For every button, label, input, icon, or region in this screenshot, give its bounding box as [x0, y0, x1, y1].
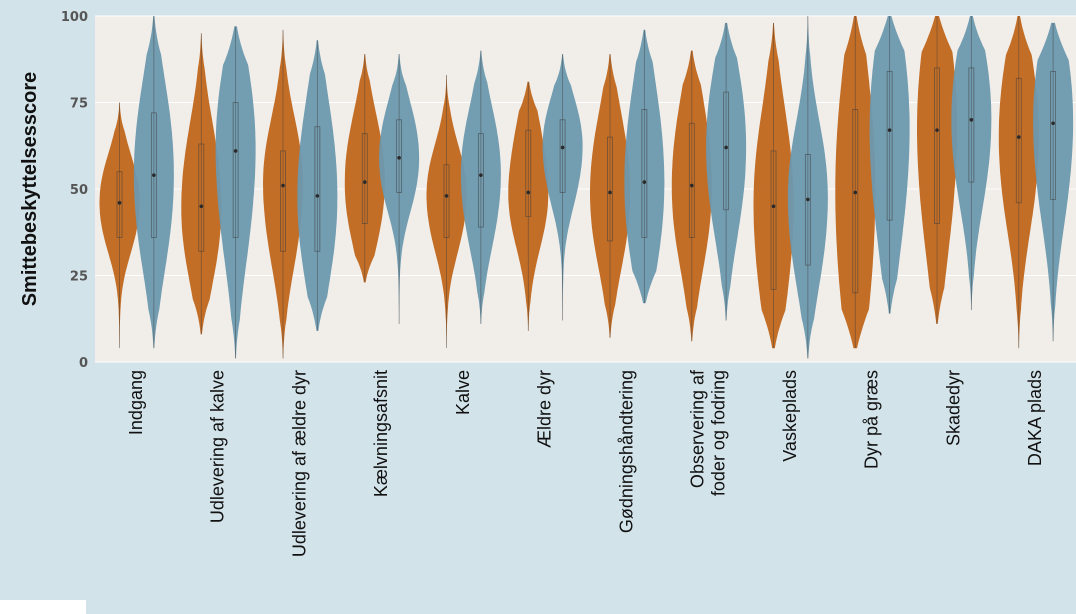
violin-iqr-box	[477, 133, 484, 228]
violin-iqr-box	[1050, 70, 1057, 200]
violin-median-point	[560, 145, 565, 150]
violin-iqr-box	[641, 109, 648, 238]
corner-patch	[0, 600, 86, 614]
x-axis-labels: Indgang Udlevering af kalve Udlevering af …	[126, 369, 1045, 557]
violin-median-point	[771, 204, 776, 209]
x-tick-label: Udlevering af ældre dyr	[289, 370, 309, 557]
violin-iqr-box	[804, 153, 811, 266]
x-tick-label: DAKA plads	[1025, 370, 1045, 466]
violin-median-point	[806, 197, 810, 202]
violin-median-point	[199, 204, 204, 209]
grid	[95, 15, 1076, 363]
y-axis-ticks: 0 25 50 75 100	[61, 10, 88, 371]
violin-iqr-box	[770, 150, 777, 290]
violin-median-point	[642, 180, 647, 184]
violin-iqr-box	[968, 67, 975, 183]
y-tick-label: 100	[61, 10, 88, 25]
violin-median-point	[152, 173, 156, 177]
y-tick-label: 25	[70, 270, 88, 285]
violin-median-point	[233, 149, 238, 153]
violin-iqr-box	[886, 70, 893, 221]
violin-median-point	[1051, 121, 1055, 126]
violin-median-point	[444, 194, 449, 198]
violin-median-point	[724, 145, 728, 150]
violin-iqr-box	[396, 119, 403, 193]
violin-iqr-box	[559, 119, 566, 193]
violins	[99, 16, 1074, 359]
violin-iqr-box	[525, 129, 532, 218]
violin-iqr-box	[232, 102, 239, 238]
x-tick-label: Gødningshåndtering	[616, 370, 636, 533]
violin-median-point	[117, 201, 122, 205]
x-tick-label: Observering af	[688, 369, 708, 488]
violin-iqr-box	[198, 143, 205, 252]
violin-median-point	[689, 183, 694, 188]
violin-median-point	[608, 190, 612, 195]
violin-median-point	[969, 118, 974, 122]
violin-median-point	[1016, 135, 1021, 139]
y-tick-label: 0	[79, 356, 88, 371]
violin-iqr-box	[1015, 77, 1022, 204]
violin-iqr-box	[852, 109, 859, 294]
violin-iqr-box	[116, 171, 123, 238]
violin-iqr-box	[443, 164, 450, 238]
violin-iqr-box	[607, 136, 613, 242]
x-tick-label: Kælvningsafsnit	[371, 370, 391, 497]
x-tick-label: Indgang	[126, 370, 146, 435]
violin-median-point	[526, 190, 531, 195]
x-tick-label: Skadedyr	[943, 370, 963, 446]
violin-median-point	[362, 180, 367, 184]
x-tick-label: Ældre dyr	[535, 370, 555, 448]
violin-median-point	[397, 156, 401, 160]
violin-median-point	[887, 128, 892, 132]
violin-median-point	[315, 194, 320, 198]
violin-iqr-box	[150, 112, 157, 238]
x-tick-label: Vaskeplads	[780, 370, 800, 462]
violin-iqr-box	[723, 91, 730, 211]
violin-iqr-box	[688, 122, 695, 238]
x-tick-label: foder og fodring	[709, 370, 729, 496]
violin-median-point	[935, 128, 939, 132]
violin-median-point	[479, 173, 483, 177]
y-tick-label: 50	[70, 183, 88, 198]
violin-iqr-box	[280, 150, 286, 252]
violin-iqr-box	[934, 67, 940, 224]
x-tick-label: Dyr på græs	[862, 370, 882, 469]
violin-iqr-box	[314, 126, 321, 252]
y-axis-label: Smittebeskyttelsesscore	[19, 72, 41, 307]
y-tick-label: 75	[70, 97, 88, 112]
x-tick-label: Kalve	[453, 370, 473, 415]
x-tick-label: Udlevering af kalve	[208, 370, 228, 523]
violin-median-point	[281, 183, 285, 188]
violin-median-point	[853, 190, 858, 195]
violin-iqr-box	[361, 133, 368, 224]
